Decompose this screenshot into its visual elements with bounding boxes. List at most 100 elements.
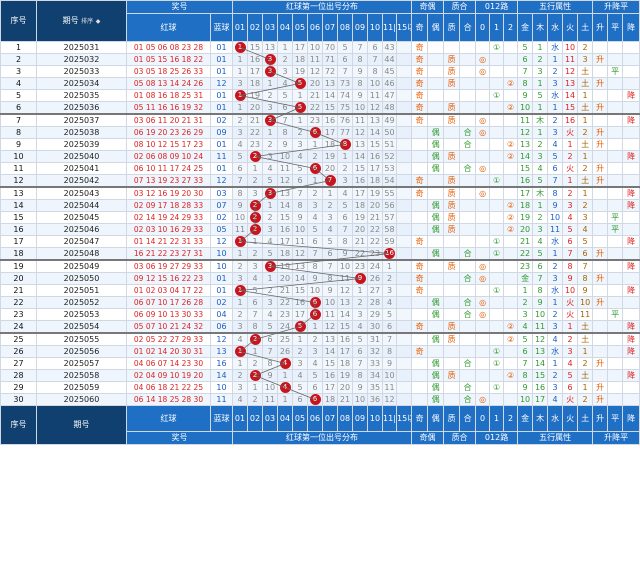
- row-dist-cell: [395, 77, 413, 90]
- row-even: 偶: [427, 150, 445, 163]
- row-wx-jin: 8: [517, 369, 534, 382]
- table-row[interactable]: 22 2025052 06 07 10 17 26 28 02 1 6 3 22 16 6 10 13…: [0, 296, 640, 309]
- table-row[interactable]: 4 2025034 05 08 13 14 24 26 12 3 18 1 4 5 20 13 73 8…: [0, 77, 640, 90]
- table-row[interactable]: 20 2025050 09 12 15 16 22 23 01 3 4 1 20 14 9 8 11 9…: [0, 272, 640, 285]
- table-row[interactable]: 2 2025032 01 05 15 16 18 22 01 1 16 3 2 18 11 71 6 8…: [0, 53, 640, 66]
- header-issue-label: 期号: [62, 15, 79, 25]
- row-trend-down: [622, 308, 640, 321]
- row-wx-shui: 7: [547, 174, 564, 188]
- row-seq: 10: [0, 150, 37, 163]
- table-row[interactable]: 23 2025053 06 09 10 13 30 33 04 2 7 4 23 17 6 11 14…: [0, 308, 640, 321]
- row-seq: 21: [0, 284, 37, 297]
- row-dist-cell: 2: [352, 296, 368, 309]
- row-wx-shui: 水: [547, 235, 564, 248]
- table-row[interactable]: 30 2025060 06 14 18 25 28 30 11 4 2 11 1 6 6 18 21 1…: [0, 393, 640, 406]
- row-odd: 奇: [411, 235, 429, 248]
- row-dist-cell: 2: [247, 332, 263, 346]
- table-row[interactable]: 21 2025051 01 02 03 04 17 22 01 1 5 2 21 15 10 9 12…: [0, 284, 640, 297]
- row-wx-huo: 3: [562, 345, 579, 358]
- row-wx-huo: 11: [562, 53, 579, 66]
- table-row[interactable]: 24 2025054 05 07 10 21 24 32 06 3 8 5 24 5 1 12 15 4…: [0, 320, 640, 334]
- table-row[interactable]: 12 2025042 07 13 19 23 27 33 12 7 2 5 12 6 1 7 3 16 1…: [0, 174, 640, 188]
- table-row[interactable]: 18 2025048 16 21 22 23 27 31 10 1 2 5 18 12 7 6 9 22…: [0, 247, 640, 261]
- table-row[interactable]: 19 2025049 03 06 19 27 29 33 10 2 3 3 19 13 8 7 10 2…: [0, 259, 640, 273]
- row-dist-cell: [395, 53, 413, 66]
- table-row[interactable]: 26 2025056 01 02 14 20 30 31 13 1 1 7 26 2 3 14 17 6…: [0, 345, 640, 358]
- footer-dist-group: 红球第一位出号分布: [231, 431, 413, 445]
- hit-ball: 2: [249, 151, 261, 162]
- table-row[interactable]: 14 2025044 02 09 17 18 28 33 07 9 2 1 14 8 3 2 5 18 2…: [0, 199, 640, 212]
- row-dist-cell: 19: [277, 259, 293, 273]
- row-dist-cell: 2: [247, 247, 263, 261]
- footer-trend-col-0: 升: [592, 405, 609, 432]
- row-seq: 4: [0, 77, 37, 90]
- row-wx-tu: 3: [577, 53, 594, 66]
- row-dist-cell: 3: [262, 259, 278, 273]
- row-wx-shui: 3: [547, 381, 564, 394]
- row-wx-jin: 3: [517, 308, 534, 321]
- row-wx-mu: 1: [532, 101, 549, 115]
- table-row[interactable]: 1 2025031 01 05 06 08 23 28 01 1 15 13 1 17 10 70 5…: [0, 41, 640, 54]
- row-dist-cell: 11: [307, 53, 323, 66]
- row-composite: [459, 284, 477, 297]
- row-dist-cell: 19: [322, 150, 338, 163]
- row-dist-cell: 4: [232, 138, 248, 151]
- row-wx-tu: 土: [577, 101, 594, 115]
- row-dist-cell: 17: [277, 235, 293, 248]
- table-row[interactable]: 13 2025043 03 12 16 19 20 30 03 8 3 3 13 7 2 1 4 17 1…: [0, 186, 640, 200]
- row-trend-down: [622, 223, 640, 236]
- row-dist-cell: [395, 345, 413, 358]
- footer-trend-group: 升降平: [592, 431, 640, 445]
- row-dist-cell: 1: [277, 41, 293, 54]
- footer-dist-col-1: 02: [247, 405, 263, 432]
- table-row[interactable]: 25 2025055 02 05 22 27 29 33 12 4 2 6 25 1 2 13 16 5…: [0, 332, 640, 346]
- table-row[interactable]: 3 2025033 03 05 18 25 26 33 01 1 17 3 3 19 12 72 7 9…: [0, 65, 640, 78]
- row-odd: [411, 247, 429, 261]
- table-row[interactable]: 9 2025039 08 10 12 15 17 23 01 4 23 2 9 3 1 18 8 13 1…: [0, 138, 640, 151]
- row-trend-up: [592, 65, 609, 78]
- row-dist-cell: 8: [277, 126, 293, 139]
- row-route-2: [503, 65, 519, 78]
- table-row[interactable]: 27 2025057 04 06 07 14 23 30 16 1 2 8 4 3 4 15 18 7 3…: [0, 357, 640, 370]
- row-blue-ball: 01: [210, 162, 233, 175]
- row-trend-up: [592, 89, 609, 102]
- row-route-1: [489, 320, 505, 334]
- sort-label[interactable]: 排序: [81, 17, 94, 25]
- table-row[interactable]: 6 2025036 05 11 16 16 19 32 01 1 20 3 6 5 22 15 75 1…: [0, 101, 640, 115]
- footer-dist-col-3: 04: [277, 405, 293, 432]
- row-composite: [459, 89, 477, 102]
- row-dist-cell: 2: [337, 162, 353, 175]
- table-row[interactable]: 8 2025038 06 19 20 23 26 29 09 3 22 1 8 2 6 17 77 12…: [0, 126, 640, 139]
- row-dist-cell: 27: [367, 284, 383, 297]
- table-row[interactable]: 7 2025037 03 06 11 20 21 31 02 2 21 3 7 1 23 16 76 1…: [0, 113, 640, 127]
- row-trend-down: [622, 126, 640, 139]
- table-row[interactable]: 16 2025046 02 03 10 16 29 33 05 11 2 3 16 10 5 4 7 2…: [0, 223, 640, 236]
- table-row[interactable]: 11 2025041 06 10 11 17 24 25 01 6 1 4 11 5 6 20 2 15…: [0, 162, 640, 175]
- row-dist-cell: [395, 150, 413, 163]
- row-red-balls: 05 11 16 16 19 32: [126, 101, 211, 115]
- header-route-col-1: 1: [489, 13, 505, 42]
- row-wx-huo: 8: [562, 259, 579, 273]
- row-dist-cell: 55: [382, 186, 397, 200]
- table-row[interactable]: 10 2025040 02 06 08 09 10 24 11 5 2 3 10 4 2 19 1 14…: [0, 150, 640, 163]
- row-wx-huo: 火: [562, 162, 579, 175]
- row-odd: 奇: [411, 174, 429, 188]
- row-dist-cell: 3: [337, 174, 353, 188]
- row-dist-cell: 22: [307, 101, 323, 115]
- row-dist-cell: 71: [322, 53, 338, 66]
- footer-wuxing-col-4: 土: [577, 405, 594, 432]
- sort-icon[interactable]: ◆: [95, 17, 101, 25]
- row-dist-cell: 3: [262, 53, 278, 66]
- row-trend-down: 降: [622, 113, 640, 127]
- table-row[interactable]: 15 2025045 02 14 19 24 29 33 02 10 2 2 15 9 4 3 6 19…: [0, 211, 640, 224]
- header-issue[interactable]: 期号 排序 ◆: [36, 0, 127, 42]
- table-row[interactable]: 5 2025035 01 08 16 18 25 31 01 1 19 2 5 1 21 14 74 9…: [0, 89, 640, 102]
- row-dist-cell: 9: [352, 272, 368, 285]
- table-row[interactable]: 17 2025047 01 14 21 22 31 33 12 1 1 4 17 11 6 5 8 21…: [0, 235, 640, 248]
- table-row[interactable]: 28 2025058 02 04 09 10 19 20 14 2 2 9 1 4 5 16 19 8 3…: [0, 369, 640, 382]
- row-blue-ball: 14: [210, 369, 233, 382]
- table-row[interactable]: 29 2025059 04 06 18 21 22 25 10 3 1 10 4 5 6 17 20 9…: [0, 381, 640, 394]
- row-route-1: ①: [489, 41, 505, 54]
- row-dist-cell: 9: [277, 138, 293, 151]
- row-route-1: [489, 369, 505, 382]
